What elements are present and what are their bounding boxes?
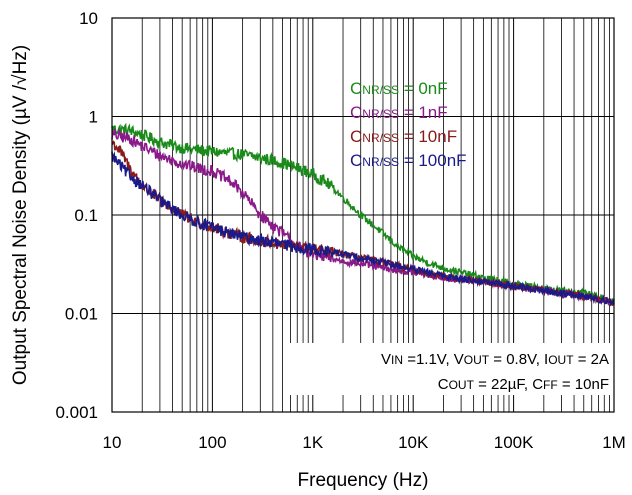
series-layer (111, 122, 615, 307)
y-tick-label: 1 (89, 108, 98, 127)
y-axis-label: Output Spectral Noise Density (µV /√Hz) (10, 45, 31, 385)
legend-entry: CNR/SS = 1nF (350, 103, 448, 122)
conditions-line: VIN =1.1V, VOUT = 0.8V, IOUT = 2A (381, 351, 609, 368)
x-tick-label: 10 (103, 433, 122, 452)
y-tick-label: 0.1 (74, 206, 98, 225)
legend-entry: CNR/SS = 0nF (350, 79, 448, 98)
conditions-line: COUT = 22µF, CFF = 10nF (438, 376, 609, 393)
legend: CNR/SS = 0nF CNR/SS = 1nF CNR/SS = 10nF CNR… (350, 79, 467, 170)
x-tick-label: 100 (198, 433, 226, 452)
conditions-box (286, 343, 613, 395)
x-tick-label: 10K (398, 433, 429, 452)
plot-frame (111, 17, 615, 413)
x-tick-label: 1M (602, 433, 626, 452)
series-line (111, 122, 615, 307)
legend-entry: CNR/SS = 100nF (350, 151, 467, 170)
series-line (111, 151, 615, 307)
y-tick-label: 0.01 (65, 305, 98, 324)
conditions-note: VIN =1.1V, VOUT = 0.8V, IOUT = 2A COUT = … (286, 343, 613, 395)
x-tick-label: 100K (494, 433, 534, 452)
legend-entry: CNR/SS = 10nF (350, 127, 457, 146)
y-tick-label: 0.001 (55, 403, 98, 422)
y-tick-label: 10 (79, 9, 98, 28)
x-tick-label: 1K (302, 433, 323, 452)
x-axis-label: Frequency (Hz) (298, 470, 429, 491)
tick-labels: 10 100 1K 10K 100K 1M 10 1 0.1 0.01 0.001 (55, 9, 625, 452)
